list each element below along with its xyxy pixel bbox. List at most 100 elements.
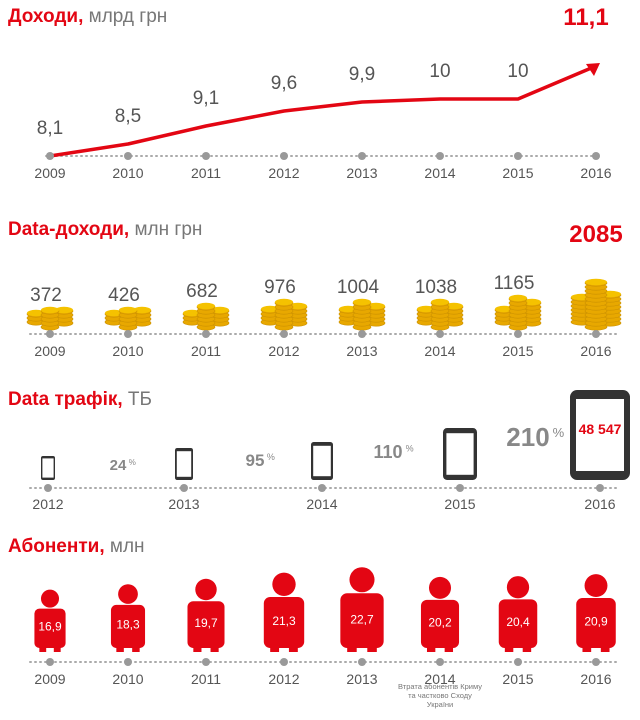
subscriber-head (428, 576, 452, 599)
traffic-growth-unit: % (267, 452, 275, 462)
subscriber-head (506, 576, 530, 599)
subscribers-title: Абоненти, млн (8, 536, 145, 557)
coin-top (27, 309, 45, 317)
subscriber-body (498, 599, 538, 648)
revenue-year-label: 2012 (268, 165, 299, 181)
subscriber-leg (426, 644, 436, 652)
traffic-growth-unit: % (406, 444, 414, 454)
revenue-year-label: 2014 (424, 165, 455, 181)
traffic-growth-label: 110 (373, 442, 402, 462)
coin-top (261, 305, 279, 313)
coin-top (55, 306, 73, 314)
coin-top (275, 298, 293, 306)
subscriber-figure (498, 576, 538, 652)
subscribers-note: Втрата абонентів Криму та частково Сходу… (398, 682, 482, 709)
coin-top (509, 294, 527, 302)
coin-stack (352, 298, 372, 331)
revenue-value-label: 8,5 (115, 106, 141, 127)
revenue-value-label: 8,1 (37, 118, 63, 139)
subscriber-body (34, 608, 66, 648)
traffic-axis-dot (318, 484, 326, 492)
traffic-unit: ТБ (127, 389, 152, 410)
data-revenue-year-label: 2015 (502, 343, 533, 359)
subscribers-axis-dot (592, 658, 600, 666)
revenue-year-label: 2015 (502, 165, 533, 181)
revenue-line (49, 64, 597, 158)
revenue-axis-dot (436, 152, 444, 160)
subscribers-title-main: Абоненти (8, 536, 100, 557)
revenue-year-label: 2016 (580, 165, 611, 181)
revenue-value-label: 11,1 (563, 4, 608, 31)
revenue-axis-dot (592, 152, 600, 160)
subscriber-leg (522, 644, 532, 652)
data-revenue-axis-dot (124, 330, 132, 338)
coin-top (105, 309, 123, 317)
data-revenue-unit: млн грн (134, 219, 203, 240)
data-revenue-year-label: 2016 (580, 343, 611, 359)
coin-top (289, 302, 307, 310)
coin-stack (274, 298, 294, 331)
data-revenue-title-main: Data-доходи (8, 219, 124, 240)
revenue-chart: 2009 8,1 2010 8,5 2011 9,1 2012 9,6 2013 9,9 2014 1… (34, 4, 611, 181)
subscribers-axis-dot (358, 658, 366, 666)
subscribers-year-label: 2016 (580, 671, 611, 687)
subscribers-year-label: 2010 (112, 671, 143, 687)
data-revenue-value-label: 1038 (415, 277, 457, 298)
data-revenue-year-label: 2009 (34, 343, 65, 359)
subscriber-body (187, 601, 225, 648)
coin-top (119, 306, 137, 314)
subscriber-body (340, 593, 384, 648)
coin-stack (416, 305, 436, 326)
subscriber-head (40, 589, 60, 608)
coin-stack (196, 302, 216, 331)
revenue-axis-dot (46, 152, 54, 160)
subscriber-leg (347, 644, 357, 652)
traffic-growth-label: 95 (246, 451, 265, 470)
subscriber-leg (116, 644, 124, 652)
coin-top (41, 306, 59, 314)
data-revenue-axis-dot (514, 330, 522, 338)
subscribers-unit: млн (109, 536, 145, 557)
coin-top (197, 302, 215, 310)
subscribers-axis-dot (46, 658, 54, 666)
revenue-value-label: 9,1 (193, 88, 219, 109)
revenue-axis-dot (280, 152, 288, 160)
subscriber-figure (110, 584, 146, 652)
subscriber-value-label: 21,3 (272, 614, 296, 628)
revenue-value-label: 9,6 (271, 73, 297, 94)
coin-stack (508, 294, 528, 331)
subscriber-leg (504, 644, 514, 652)
coin-stack (182, 309, 202, 326)
subscriber-body (263, 596, 305, 648)
coin-stack (210, 306, 230, 327)
data-revenue-value-label: 426 (108, 285, 140, 306)
coin-stack (54, 306, 74, 327)
subscribers-axis-dot (202, 658, 210, 666)
subscribers-year-label: 2011 (191, 671, 221, 687)
subscribers-axis-dot (514, 658, 522, 666)
coin-top (417, 305, 435, 313)
subscriber-value-label: 22,7 (350, 612, 374, 626)
data-revenue-axis-dot (436, 330, 444, 338)
subscriber-body (420, 599, 460, 648)
subscribers-year-label: 2015 (502, 671, 533, 687)
coin-stack (430, 298, 450, 331)
subscriber-leg (367, 644, 377, 652)
revenue-year-label: 2009 (34, 165, 65, 181)
subscriber-leg (288, 644, 298, 652)
subscriber-body (110, 604, 146, 648)
traffic-growth-label: 24 (110, 457, 127, 474)
coin-top (445, 302, 463, 310)
coin-top (353, 298, 371, 306)
subscriber-value-label: 20,9 (584, 615, 608, 629)
coin-top (523, 298, 541, 306)
phone-screen (176, 451, 192, 477)
coin-stack (118, 306, 138, 331)
coin-top (183, 309, 201, 317)
coin-top (211, 306, 229, 314)
phone-screen (576, 399, 624, 471)
subscriber-figure (187, 578, 225, 652)
data-revenue-value-label: 976 (264, 277, 296, 298)
traffic-year-label: 2013 (168, 496, 199, 512)
